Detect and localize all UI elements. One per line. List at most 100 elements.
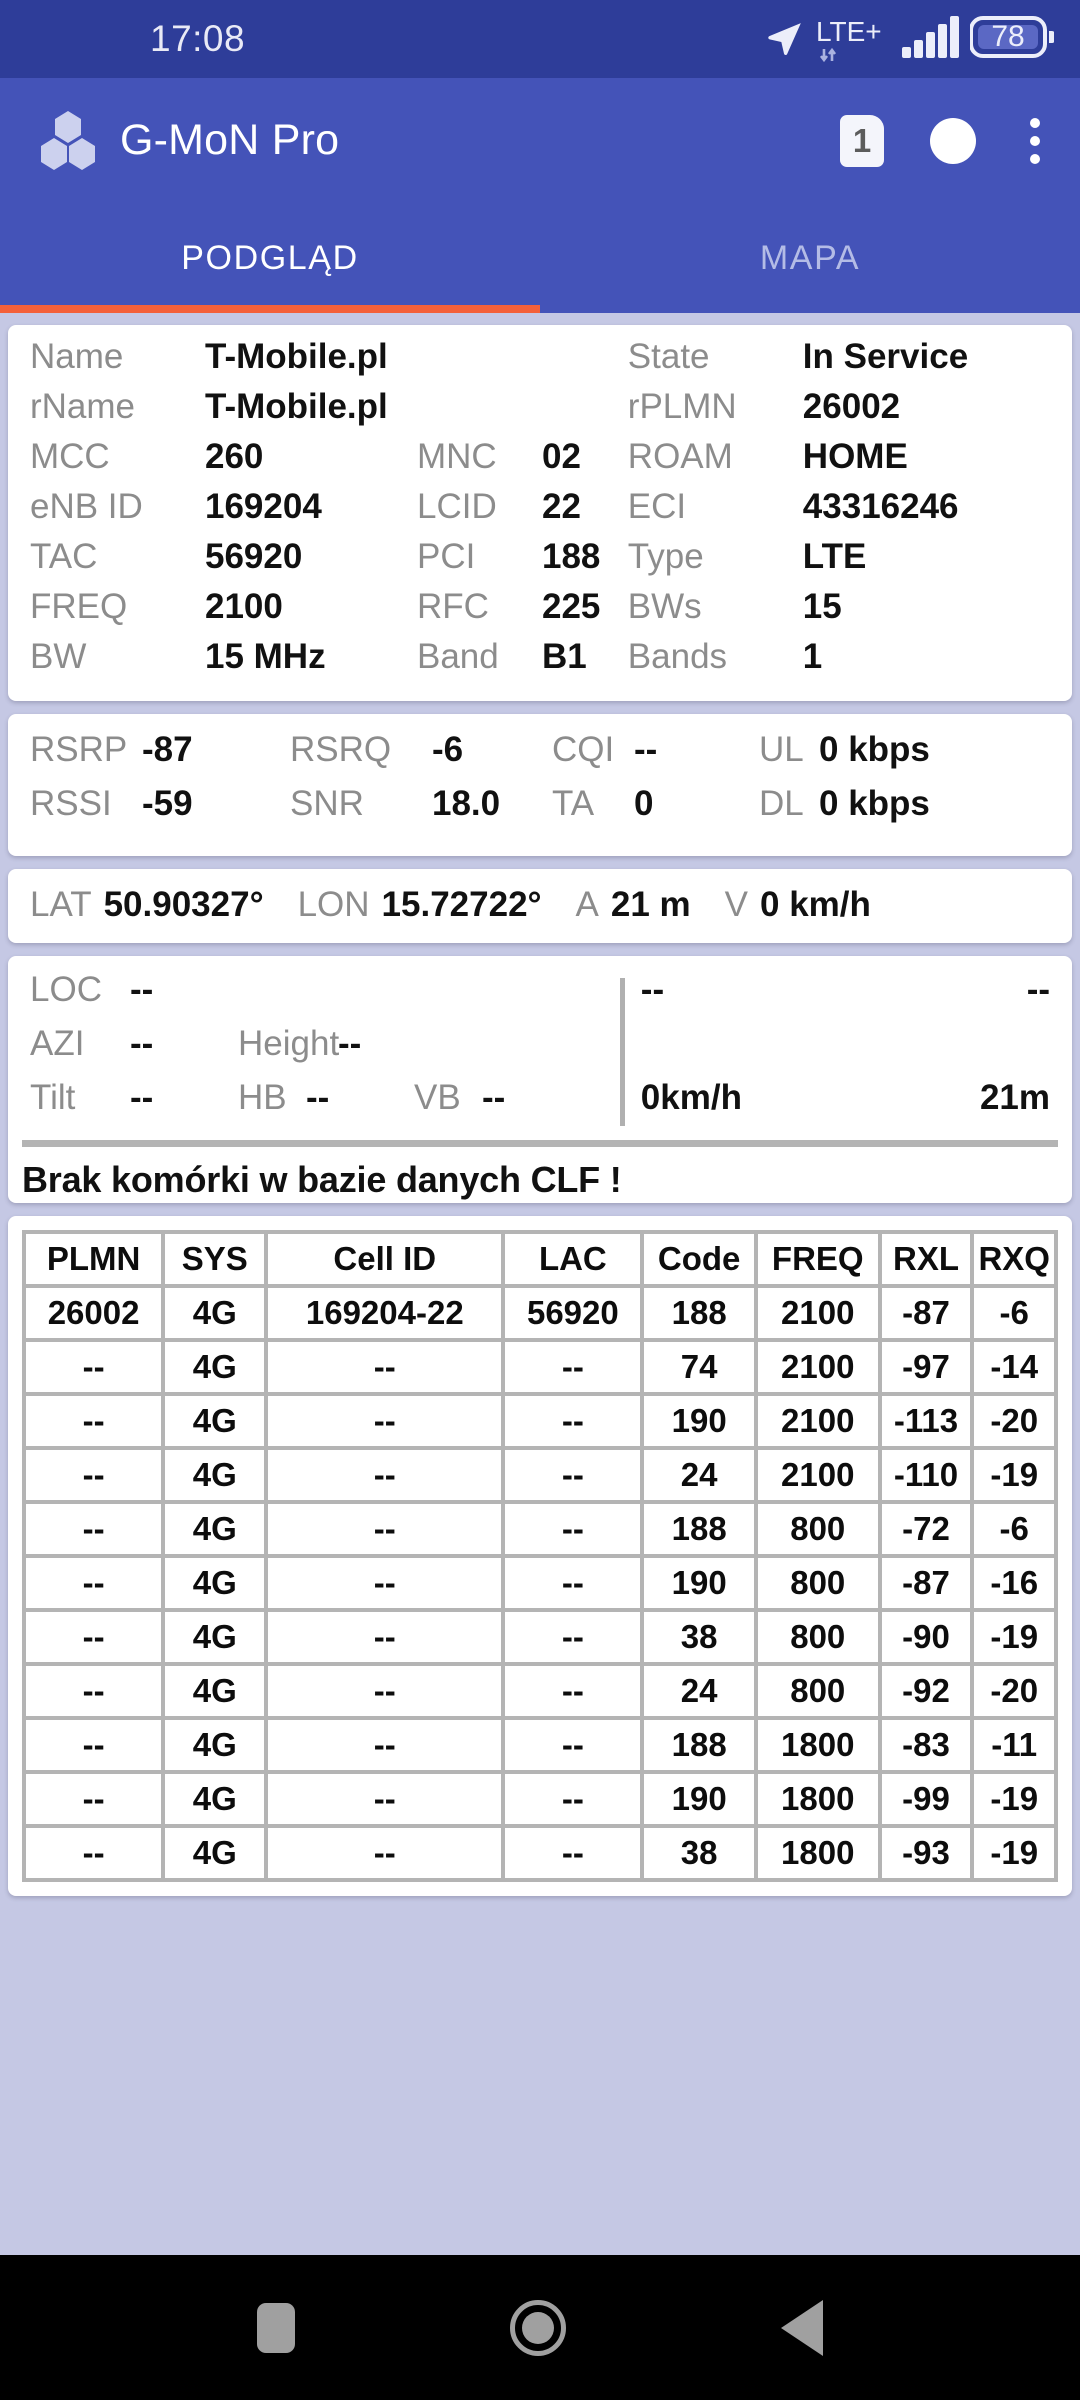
value-altitude-small: 21m <box>979 1078 1050 1117</box>
cell-rxl: -72 <box>877 1500 975 1558</box>
cell-code: 188 <box>640 1284 758 1342</box>
action-bar: G-MoN Pro 1 <box>0 78 1080 203</box>
cell-info-left-column: Name T-Mobile.pl rName T-Mobile.pl MCC 2… <box>8 337 620 687</box>
table-row[interactable]: -- 4G -- -- 24 800 -92 -20 <box>21 1662 1058 1720</box>
cell-rxl: -99 <box>877 1770 975 1828</box>
site-right-row-2 <box>641 1024 1050 1078</box>
cell-code: 38 <box>640 1824 758 1882</box>
cell-sys: 4G <box>161 1608 269 1666</box>
record-circle-icon[interactable] <box>930 117 976 164</box>
table-row[interactable]: -- 4G -- -- 24 2100 -110 -19 <box>21 1446 1058 1504</box>
label-mcc: MCC <box>30 437 110 476</box>
value-mnc: 02 <box>542 437 581 476</box>
cell-plmn: 26002 <box>21 1284 166 1342</box>
info-row-tac-pci: TAC 56920 PCI 188 <box>30 537 620 587</box>
value-band: B1 <box>542 637 587 676</box>
cell-rxl: -110 <box>877 1446 975 1504</box>
table-row[interactable]: -- 4G -- -- 190 1800 -99 -19 <box>21 1770 1058 1828</box>
info-row-bands: Bands 1 <box>628 637 1072 687</box>
value-speed-small: 0km/h <box>640 1078 742 1117</box>
cell-freq: 1800 <box>753 1824 882 1882</box>
table-row[interactable]: -- 4G -- -- 38 800 -90 -19 <box>21 1608 1058 1666</box>
header-lac: LAC <box>501 1230 645 1288</box>
table-row[interactable]: -- 4G -- -- 74 2100 -97 -14 <box>21 1338 1058 1396</box>
value-snr: 18.0 <box>432 784 501 823</box>
value-dl: 0 kbps <box>819 784 930 823</box>
circle-home-icon[interactable] <box>509 2299 566 2356</box>
label-lcid: LCID <box>417 487 497 526</box>
cell-rxq: -20 <box>970 1662 1058 1720</box>
table-row[interactable]: -- 4G -- -- 190 2100 -113 -20 <box>21 1392 1058 1450</box>
cell-plmn: -- <box>21 1338 166 1396</box>
value-lat: 50.90327° <box>103 885 264 924</box>
value-hb: -- <box>306 1078 330 1117</box>
site-right-row-3: 0km/h 21m <box>641 1078 1050 1132</box>
value-rsrp: -87 <box>142 730 193 769</box>
header-rxq: RXQ <box>970 1230 1058 1288</box>
value-state: In Service <box>802 337 969 376</box>
table-row[interactable]: -- 4G -- -- 38 1800 -93 -19 <box>21 1824 1058 1882</box>
square-recents-icon[interactable] <box>257 2302 296 2353</box>
cell-plmn: -- <box>21 1446 166 1504</box>
cell-freq: 2100 <box>753 1338 882 1396</box>
cell-rxq: -19 <box>970 1608 1058 1666</box>
value-enb-id: 169204 <box>205 487 322 526</box>
site-row-azi-height: AZI -- Height -- <box>30 1024 620 1078</box>
info-row-state: State In Service <box>628 337 1072 387</box>
label-lon: LON <box>297 885 370 924</box>
label-speed: V <box>724 885 749 924</box>
label-freq: FREQ <box>30 587 128 626</box>
label-cqi: CQI <box>552 730 615 769</box>
info-row-roam: ROAM HOME <box>628 437 1072 487</box>
label-tac: TAC <box>30 537 98 576</box>
sim-slot-button[interactable]: 1 <box>840 114 884 167</box>
vertical-divider <box>619 978 625 1126</box>
cell-freq: 2100 <box>753 1392 882 1450</box>
horizontal-divider <box>22 1140 1058 1147</box>
tab-bar: PODGLĄD MAPA <box>0 203 1080 313</box>
cell-code: 38 <box>640 1608 758 1666</box>
cell-info-card: Name T-Mobile.pl rName T-Mobile.pl MCC 2… <box>8 325 1072 701</box>
status-bar: 17:08 LTE+ <box>0 0 1080 78</box>
neighbour-table-card[interactable]: PLMN SYS Cell ID LAC Code FREQ RXL RXQ 2… <box>8 1216 1072 1896</box>
table-row[interactable]: -- 4G -- -- 188 1800 -83 -11 <box>21 1716 1058 1774</box>
cell-rxl: -92 <box>877 1662 975 1720</box>
table-row[interactable]: -- 4G -- -- 188 800 -72 -6 <box>21 1500 1058 1558</box>
status-bar-icons: LTE+ <box>765 15 1055 64</box>
site-right-row-1: -- -- <box>641 970 1050 1024</box>
signal-metrics-card: RSRP -87 RSRQ -6 CQI -- UL 0 kbps RSSI -… <box>8 714 1072 856</box>
action-bar-actions: 1 <box>840 114 1048 168</box>
label-rssi: RSSI <box>30 784 112 823</box>
cell-cellid: -- <box>264 1608 506 1666</box>
label-height: Height <box>238 1024 340 1063</box>
label-rfc: RFC <box>417 587 489 626</box>
cell-sys: 4G <box>161 1500 269 1558</box>
cell-rxq: -19 <box>970 1446 1058 1504</box>
cell-freq: 800 <box>753 1500 882 1558</box>
cell-cellid: -- <box>264 1716 506 1774</box>
table-row[interactable]: 26002 4G 169204-22 56920 188 2100 -87 -6 <box>21 1284 1058 1342</box>
tab-mapa[interactable]: MAPA <box>759 238 861 277</box>
label-snr: SNR <box>290 784 364 823</box>
header-freq: FREQ <box>753 1230 882 1288</box>
cell-freq: 2100 <box>753 1446 882 1504</box>
cell-lac: -- <box>501 1662 645 1720</box>
cell-freq: 1800 <box>753 1716 882 1774</box>
three-dots-vertical-icon[interactable] <box>1022 114 1048 168</box>
info-row-name: Name T-Mobile.pl <box>30 337 620 387</box>
label-enb-id: eNB ID <box>30 487 143 526</box>
triangle-back-icon[interactable] <box>780 2299 823 2356</box>
value-distance: -- <box>640 970 665 1009</box>
cell-rxq: -19 <box>970 1824 1058 1882</box>
cell-rxq: -14 <box>970 1338 1058 1396</box>
header-cell-id: Cell ID <box>264 1230 506 1288</box>
label-bws: BWs <box>627 587 702 626</box>
cell-plmn: -- <box>21 1770 166 1828</box>
value-roam: HOME <box>802 437 908 476</box>
label-tilt: Tilt <box>30 1078 76 1117</box>
tab-podglad[interactable]: PODGLĄD <box>181 238 359 277</box>
cell-sys: 4G <box>161 1338 269 1396</box>
cell-lac: 56920 <box>501 1284 645 1342</box>
cell-cellid: -- <box>264 1338 506 1396</box>
table-row[interactable]: -- 4G -- -- 190 800 -87 -16 <box>21 1554 1058 1612</box>
